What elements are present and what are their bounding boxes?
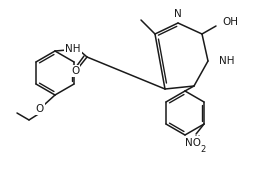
Text: N: N	[192, 137, 200, 147]
Text: O: O	[36, 104, 44, 114]
Text: O: O	[71, 66, 79, 76]
Text: NH: NH	[65, 44, 81, 54]
Text: NH: NH	[219, 56, 235, 66]
Text: OH: OH	[222, 17, 238, 27]
Text: N: N	[174, 9, 182, 19]
Text: NO: NO	[185, 138, 201, 148]
Text: 2: 2	[200, 145, 205, 154]
